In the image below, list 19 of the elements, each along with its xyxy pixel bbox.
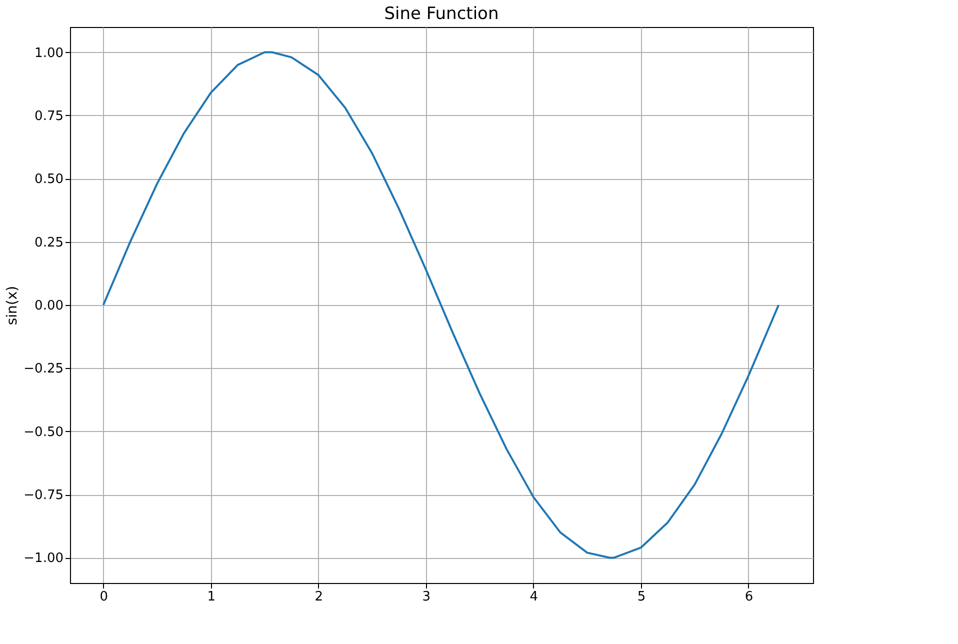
x-tick-label: 0 xyxy=(100,590,108,604)
x-tick-label: 1 xyxy=(207,590,216,604)
y-tick-label: 0.25 xyxy=(34,235,64,250)
x-tick-label: 2 xyxy=(314,590,324,604)
line-series xyxy=(102,51,780,559)
chart-title: Sine Function xyxy=(384,4,499,24)
x-tick-label: 4 xyxy=(530,590,538,604)
y-tick-label: 0.50 xyxy=(34,172,64,188)
x-tick-label: 5 xyxy=(637,590,646,604)
y-tick-label: 1.00 xyxy=(34,46,64,61)
y-tick-label: −1.00 xyxy=(24,551,64,566)
y-tick-label: −0.75 xyxy=(24,488,64,504)
x-tick-label: 3 xyxy=(422,590,431,604)
y-tick-label: −0.25 xyxy=(24,362,64,377)
y-axis-title: sin(x) xyxy=(4,286,21,326)
y-tick-label: 0.75 xyxy=(34,108,64,124)
x-tick-label: 6 xyxy=(744,590,754,604)
y-tick-label: 0.00 xyxy=(34,298,64,314)
y-tick-label: −0.50 xyxy=(24,424,64,440)
